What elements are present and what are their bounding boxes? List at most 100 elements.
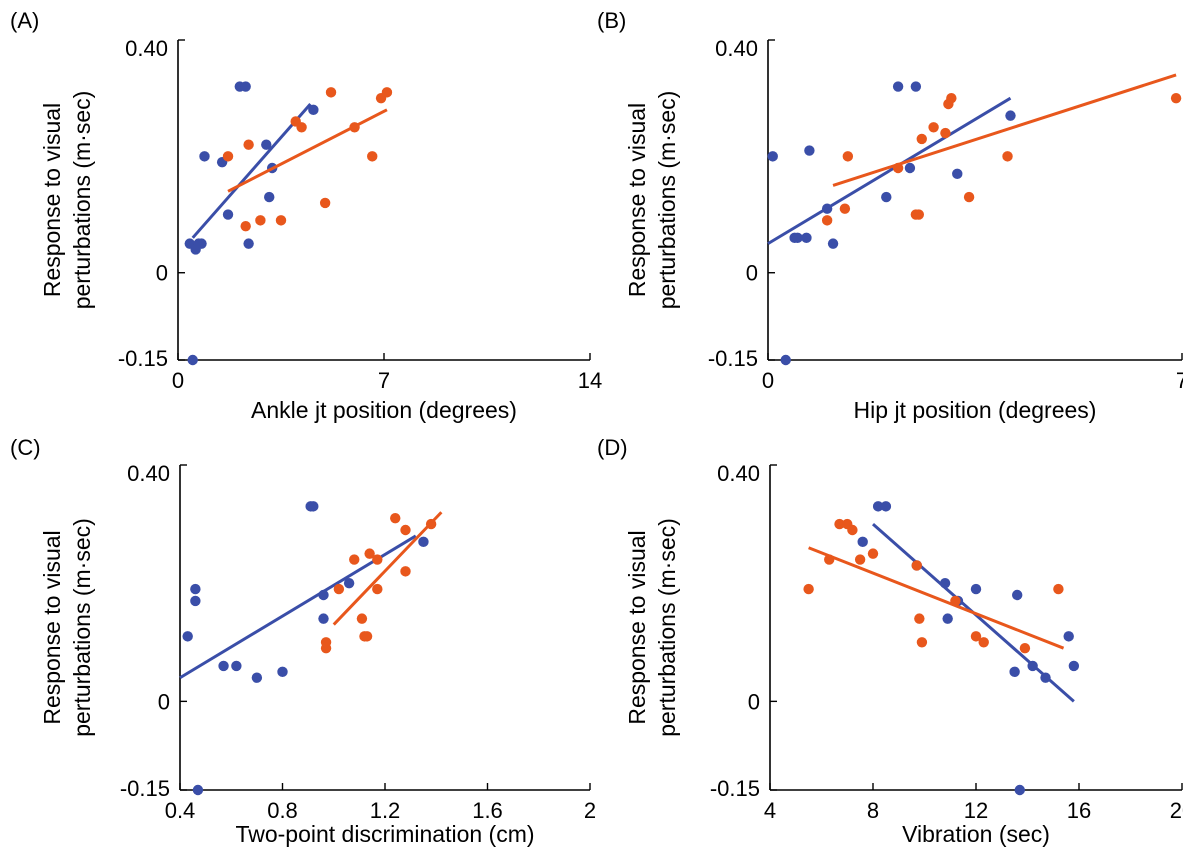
blue-data-point: [904, 162, 916, 174]
orange-data-point: [842, 151, 854, 162]
orange-data-point: [963, 191, 975, 203]
orange-data-point: [361, 631, 373, 642]
orange-data-point: [854, 554, 866, 565]
blue-data-point: [231, 660, 242, 672]
orange-fit-line: [832, 73, 1177, 187]
blue-data-point: [308, 501, 319, 512]
blue-data-point: [182, 631, 193, 642]
y-tick-label: 0.40: [717, 461, 760, 486]
blue-data-point: [243, 238, 254, 249]
orange-data-point: [928, 122, 939, 133]
orange-data-point: [1053, 583, 1064, 595]
x-axis-title: Hip jt position (degrees): [854, 397, 1097, 423]
y-axis-title-line: Response to visual: [624, 103, 650, 297]
blue-data-point: [318, 589, 329, 601]
y-tick-label: 0: [748, 689, 760, 714]
x-tick-label: 7: [378, 368, 390, 393]
blue-data-point: [939, 577, 951, 589]
blue-fit-line: [191, 103, 312, 239]
blue-data-point: [222, 209, 234, 220]
orange-data-point: [255, 215, 266, 226]
orange-data-point: [1019, 642, 1031, 654]
blue-data-point: [1027, 660, 1038, 672]
orange-data-point: [240, 220, 251, 232]
orange-data-point: [913, 209, 925, 220]
orange-data-point: [243, 139, 254, 150]
blue-data-point: [942, 613, 953, 624]
orange-data-point: [946, 92, 957, 104]
blue-data-point: [880, 501, 892, 512]
blue-data-point: [308, 104, 319, 116]
orange-data-point: [970, 631, 982, 642]
blue-data-point: [343, 577, 355, 589]
blue-data-point: [218, 660, 229, 672]
x-axis-title: Ankle jt position (degrees): [251, 397, 517, 423]
panel-label: (B): [597, 8, 626, 33]
x-tick-label: 16: [1067, 798, 1091, 823]
blue-data-point: [190, 583, 201, 595]
orange-data-point: [275, 215, 287, 226]
blue-data-point: [261, 139, 272, 150]
orange-data-point: [1002, 151, 1013, 162]
x-tick-label: 0: [172, 368, 184, 393]
x-tick-label: 0.4: [165, 798, 196, 823]
blue-data-point: [910, 81, 922, 92]
y-axis-title: Response to visual perturbations (m·sec): [39, 518, 95, 737]
orange-fit-line: [808, 546, 1065, 650]
orange-data-point: [222, 151, 234, 162]
y-tick-label: 0.40: [125, 36, 168, 61]
orange-data-point: [425, 518, 437, 530]
blue-data-point: [1040, 672, 1051, 683]
orange-fit-line: [227, 108, 388, 193]
blue-data-point: [187, 354, 198, 366]
y-axis-title: Response to visual perturbations (m·sec): [624, 91, 680, 310]
x-tick-label: 7: [1176, 368, 1183, 393]
orange-data-point: [803, 583, 814, 595]
blue-data-point: [792, 232, 803, 244]
orange-data-point: [372, 554, 383, 565]
blue-data-point: [821, 203, 833, 214]
y-tick-label: -0.15: [120, 776, 170, 801]
blue-data-point: [251, 672, 263, 683]
blue-data-point: [192, 784, 204, 796]
orange-data-point: [892, 162, 904, 174]
y-tick-label: -0.15: [118, 346, 168, 371]
panel-label: (A): [10, 8, 39, 33]
blue-data-point: [190, 595, 201, 607]
y-tick-label: 0: [746, 261, 758, 286]
blue-data-point: [1063, 631, 1074, 642]
orange-data-point: [325, 87, 337, 98]
blue-data-point: [1012, 589, 1023, 601]
orange-data-point: [978, 637, 989, 648]
blue-fit-line: [767, 96, 1012, 245]
y-tick-label: 0: [158, 689, 170, 714]
blue-data-point: [240, 81, 251, 92]
x-tick-label: 20: [1170, 798, 1183, 823]
blue-data-point: [196, 238, 207, 249]
chart-panel-3: (C) -0.15 0 0.40 0.4 0.8 1.2 1.6 2 Two-point disc…: [10, 435, 596, 847]
orange-data-point: [400, 566, 411, 577]
orange-data-point: [349, 122, 360, 133]
panel-label: (D): [597, 435, 628, 460]
x-tick-label: 1.2: [370, 798, 401, 823]
orange-data-point: [1170, 92, 1182, 104]
blue-data-point: [780, 354, 791, 366]
blue-data-point: [199, 151, 210, 162]
orange-fit-line: [332, 511, 443, 626]
orange-data-point: [911, 560, 922, 571]
orange-data-point: [914, 613, 925, 624]
orange-data-point: [372, 583, 383, 595]
orange-data-point: [839, 203, 851, 214]
blue-data-point: [418, 536, 429, 548]
x-tick-label: 12: [964, 798, 988, 823]
blue-data-point: [892, 81, 904, 92]
y-axis-title-line: Response to visual: [39, 103, 65, 297]
blue-data-point: [1014, 784, 1025, 796]
x-tick-label: 8: [867, 798, 879, 823]
orange-data-point: [333, 583, 345, 595]
orange-data-point: [940, 127, 951, 139]
x-axis-title: Two-point discrimination (cm): [235, 821, 534, 847]
y-tick-label: 0: [156, 261, 168, 286]
